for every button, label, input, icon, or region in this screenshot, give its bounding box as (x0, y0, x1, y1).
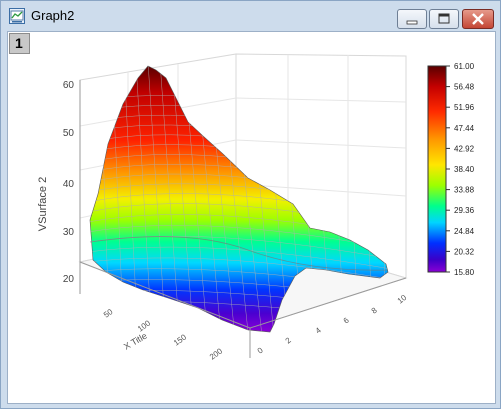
graph-page[interactable]: 1 (7, 31, 496, 404)
x-tick-label: 200 (208, 346, 225, 361)
color-scale-label: 38.40 (454, 165, 475, 174)
color-scale[interactable]: 61.00 56.48 51.96 47.44 42.92 38.40 33.88 29.36… (427, 62, 475, 277)
color-scale-label: 51.96 (454, 103, 475, 112)
z-tick-label: 60 (63, 80, 75, 91)
color-scale-label: 24.84 (454, 227, 475, 236)
y-tick-label: 8 (370, 305, 379, 315)
maximize-icon (438, 13, 450, 24)
z-tick-label: 50 (63, 128, 75, 139)
color-scale-label: 61.00 (454, 62, 475, 71)
graph-window-icon[interactable] (9, 8, 25, 24)
color-scale-bar (427, 65, 447, 273)
close-button[interactable] (462, 9, 494, 29)
minimize-icon (406, 20, 418, 25)
color-scale-label: 47.44 (454, 124, 475, 133)
layer-tab-label: 1 (15, 35, 23, 51)
x-tick-label: 150 (172, 332, 189, 347)
y-tick-label: 2 (284, 335, 293, 345)
maximize-button[interactable] (429, 9, 459, 29)
z-axis: 60 50 40 30 20 (63, 80, 75, 285)
surface-plot[interactable]: 60 50 40 30 20 VSurface 2 50 100 150 200… (8, 32, 495, 403)
minimize-button[interactable] (397, 9, 427, 29)
x-axis-title: X Title (122, 331, 149, 352)
window-title: Graph2 (31, 8, 75, 23)
close-icon (472, 13, 484, 25)
title-bar[interactable]: Graph2 (1, 1, 500, 31)
z-tick-label: 20 (63, 274, 75, 285)
color-scale-label: 29.36 (454, 206, 475, 215)
color-scale-label: 56.48 (454, 83, 475, 92)
z-tick-label: 40 (63, 179, 75, 190)
y-tick-label: 6 (342, 315, 351, 325)
color-scale-labels: 61.00 56.48 51.96 47.44 42.92 38.40 33.88 29.36… (446, 62, 475, 277)
axes-frame (79, 80, 407, 358)
z-axis-title: VSurface 2 (37, 177, 49, 231)
y-tick-label: 0 (256, 345, 265, 355)
y-tick-label: 4 (314, 325, 323, 335)
color-scale-label: 42.92 (454, 144, 475, 153)
x-axis: 50 100 150 200 (102, 307, 225, 362)
color-scale-label: 15.80 (454, 268, 475, 277)
color-scale-label: 33.88 (454, 186, 475, 195)
x-tick-label: 50 (102, 307, 115, 320)
color-scale-label: 20.32 (454, 247, 475, 256)
z-tick-label: 30 (63, 227, 75, 238)
x-tick-label: 100 (136, 318, 153, 333)
layer-tab[interactable]: 1 (9, 33, 30, 54)
y-tick-label: 10 (396, 293, 409, 306)
